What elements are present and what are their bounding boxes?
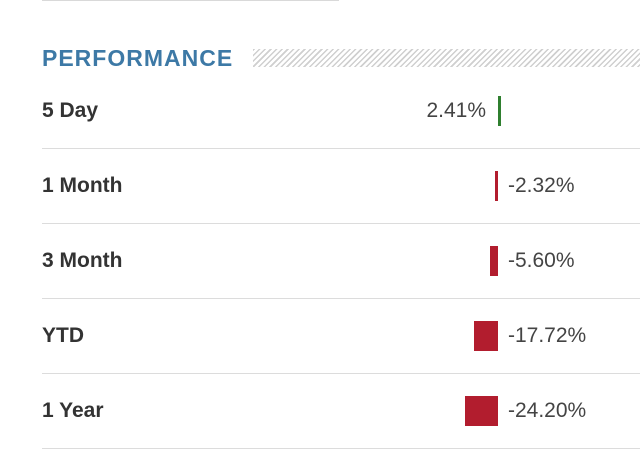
row-label: YTD bbox=[42, 324, 84, 347]
row-value: 2.41% bbox=[426, 99, 486, 122]
row-label: 3 Month bbox=[42, 249, 123, 272]
performance-row: 5 Day 2.41% bbox=[42, 74, 640, 149]
row-value: -2.32% bbox=[508, 174, 575, 197]
performance-row: YTD -17.72% bbox=[42, 299, 640, 374]
performance-bar bbox=[490, 246, 498, 276]
performance-table: 5 Day 2.41% 1 Month -2.32% 3 Month -5.60… bbox=[42, 74, 640, 449]
row-value: -5.60% bbox=[508, 249, 575, 272]
top-divider bbox=[42, 0, 339, 1]
performance-row: 1 Year -24.20% bbox=[42, 374, 640, 449]
row-value: -17.72% bbox=[508, 324, 587, 347]
performance-bar bbox=[465, 396, 498, 426]
header-hatch-decoration bbox=[253, 49, 640, 67]
row-label: 5 Day bbox=[42, 99, 99, 122]
performance-bar bbox=[494, 171, 498, 201]
performance-row: 1 Month -2.32% bbox=[42, 149, 640, 224]
performance-bar bbox=[474, 321, 498, 351]
row-value: -24.20% bbox=[508, 399, 587, 422]
row-label: 1 Month bbox=[42, 174, 123, 197]
row-label: 1 Year bbox=[42, 399, 104, 422]
section-title: PERFORMANCE bbox=[42, 44, 234, 71]
performance-row: 3 Month -5.60% bbox=[42, 224, 640, 299]
performance-header: PERFORMANCE bbox=[42, 44, 640, 72]
performance-bar bbox=[498, 96, 502, 126]
